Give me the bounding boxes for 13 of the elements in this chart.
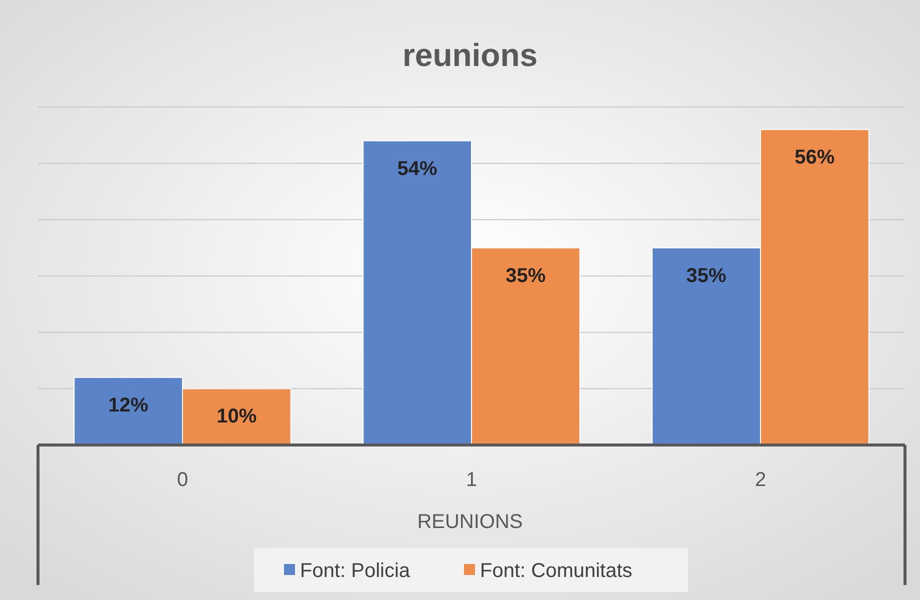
data-label: 10% bbox=[216, 406, 257, 428]
data-label: 56% bbox=[794, 146, 835, 169]
data-label: 54% bbox=[397, 158, 438, 180]
legend-label: Font: Comunitats bbox=[480, 560, 632, 582]
x-tick-label: 1 bbox=[466, 469, 478, 491]
data-label: 35% bbox=[686, 264, 727, 287]
data-label: 12% bbox=[108, 394, 149, 416]
chart-title: reunions bbox=[402, 37, 538, 73]
x-axis-title: REUNIONS bbox=[417, 511, 523, 533]
x-tick-label: 0 bbox=[176, 469, 188, 491]
data-label: 35% bbox=[506, 264, 546, 287]
text: Font: Policia bbox=[300, 560, 411, 582]
x-tick-label: 2 bbox=[754, 469, 766, 491]
